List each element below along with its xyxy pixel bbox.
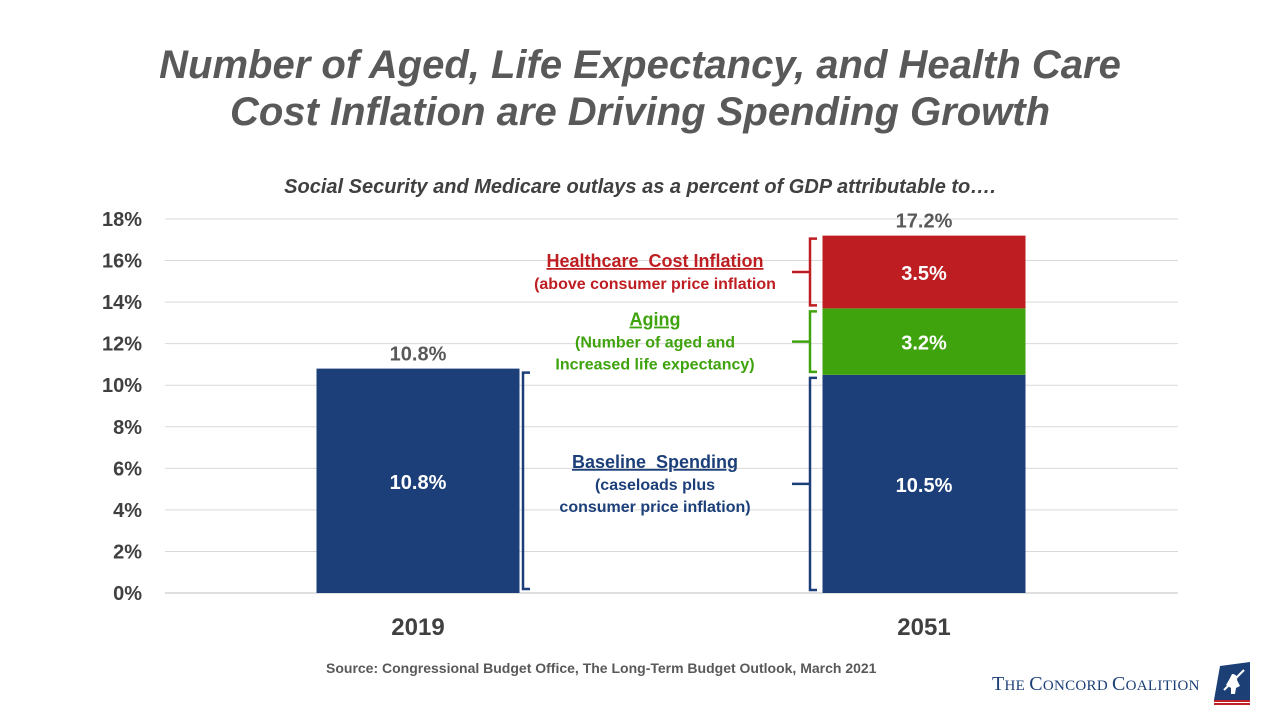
annotation-text-aging: Increased life expectancy)	[555, 357, 754, 374]
annotation-text-baseline: (caseloads plus	[595, 477, 715, 494]
y-tick-label: 14%	[102, 292, 142, 314]
annotation-text-baseline: consumer price inflation)	[559, 499, 750, 516]
bracket-aging-2051	[808, 310, 817, 374]
y-tick-label: 0%	[113, 583, 142, 605]
bar-segment-healthcare	[822, 235, 1026, 309]
annotation-text-aging: (Number of aged and	[575, 335, 735, 352]
y-tick-label: 4%	[113, 500, 142, 522]
chart-subtitle: Social Security and Medicare outlays as …	[284, 176, 996, 198]
total-label: 10.8%	[390, 344, 447, 366]
y-tick-label: 18%	[102, 209, 142, 231]
bracket-baseline-2051	[808, 376, 817, 592]
bracket-healthcare-2051	[808, 237, 817, 307]
y-tick-label: 12%	[102, 334, 142, 356]
y-tick-label: 10%	[102, 375, 142, 397]
chart-title: Number of Aged, Life Expectancy, and Hea…	[0, 42, 1280, 136]
data-label-aging: 3.2%	[901, 333, 947, 355]
annotation-heading-baseline: Baseline Spending	[572, 452, 738, 472]
bar-segment-baseline	[822, 374, 1026, 593]
title-line-2: Cost Inflation are Driving Spending Grow…	[229, 90, 1051, 134]
total-label: 17.2%	[896, 211, 953, 233]
data-label-baseline: 10.8%	[390, 472, 447, 494]
data-label-healthcare: 3.5%	[901, 263, 947, 285]
bar-segment-baseline	[316, 368, 520, 593]
bar-segment-aging	[822, 308, 1026, 375]
y-tick-label: 16%	[102, 251, 142, 273]
source-note: Source: Congressional Budget Office, The…	[326, 660, 877, 676]
concord-coalition-logo: THE CONCORD COALITION	[992, 660, 1262, 710]
minuteman-emblem-icon	[1214, 662, 1250, 705]
annotation-heading-aging: Aging	[630, 310, 681, 330]
y-tick-label: 6%	[113, 458, 142, 480]
annotation-text-healthcare: (above consumer price inflation	[534, 276, 776, 293]
bracket-baseline-2019	[521, 371, 530, 591]
y-tick-label: 2%	[113, 541, 142, 563]
title-line-1: Number of Aged, Life Expectancy, and Hea…	[159, 43, 1121, 87]
x-tick-label: 2019	[391, 614, 444, 641]
x-tick-label: 2051	[897, 614, 950, 641]
data-label-baseline: 10.5%	[896, 475, 953, 497]
y-tick-label: 8%	[113, 417, 142, 439]
annotation-heading-healthcare: Healthcare Cost Inflation	[546, 251, 763, 271]
logo-wordmark: THE CONCORD COALITION	[992, 673, 1200, 695]
